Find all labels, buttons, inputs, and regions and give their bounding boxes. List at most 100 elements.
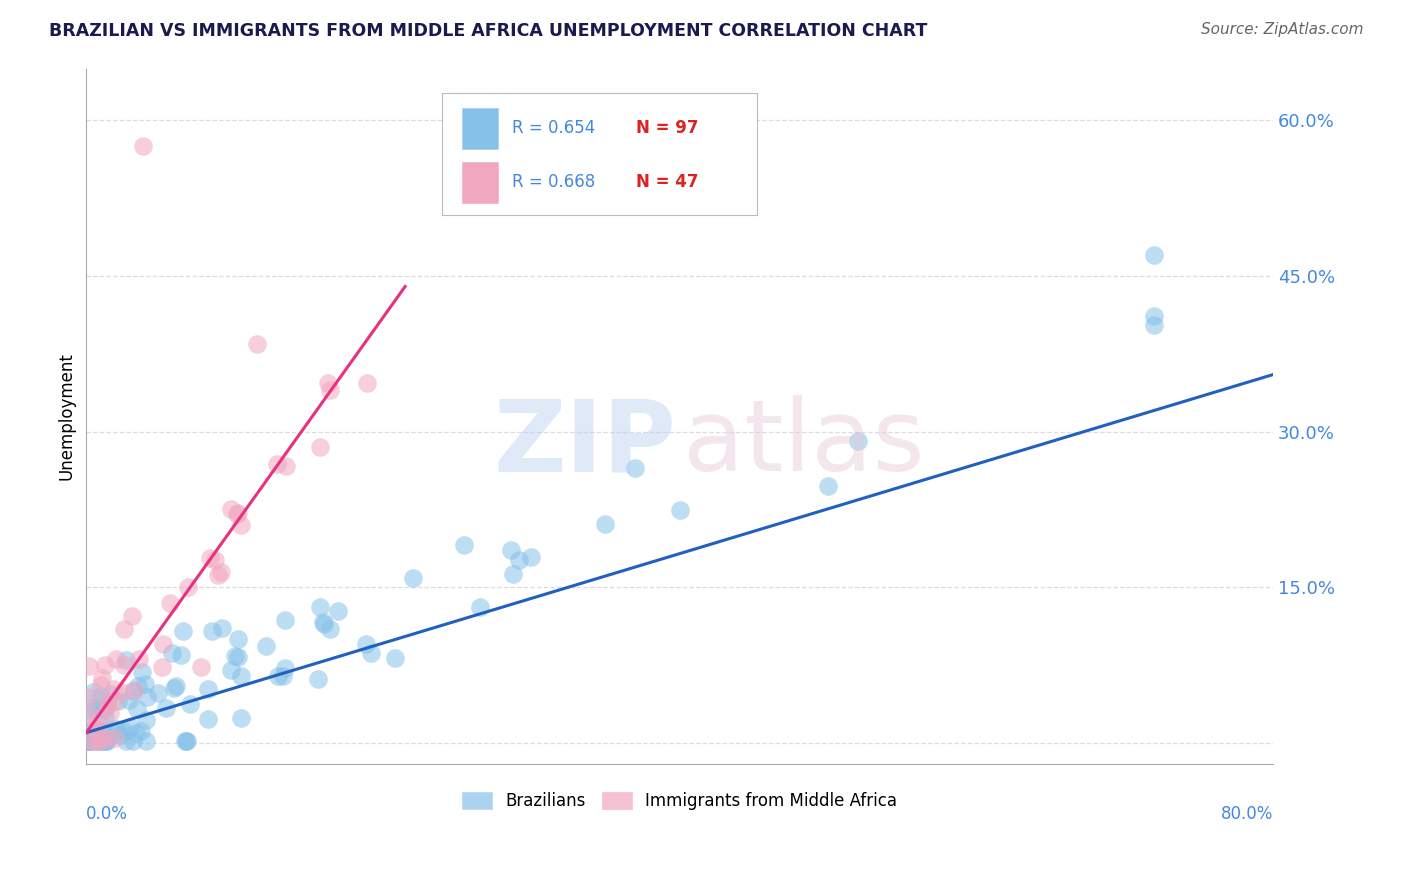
Point [595, 516, 617, 531]
Point [256, 640, 278, 654]
Point [84, 734, 107, 748]
Point [96, 698, 118, 713]
Point [89, 733, 111, 747]
Point [163, 681, 186, 695]
Point [226, 507, 249, 521]
Point [87, 700, 110, 714]
Point [246, 336, 269, 351]
Point [103, 681, 125, 696]
Point [80, 701, 103, 715]
Point [508, 552, 530, 566]
Point [201, 624, 224, 639]
Point [326, 604, 349, 618]
Point [319, 384, 342, 398]
Point [190, 659, 212, 673]
Point [219, 663, 242, 677]
Point [93, 734, 115, 748]
Point [226, 632, 249, 647]
Point [135, 734, 157, 748]
Point [131, 139, 153, 153]
Point [501, 542, 523, 557]
Text: BRAZILIAN VS IMMIGRANTS FROM MIDDLE AFRICA UNEMPLOYMENT CORRELATION CHART: BRAZILIAN VS IMMIGRANTS FROM MIDDLE AFRI… [49, 22, 928, 40]
Point [87, 712, 110, 726]
Point [209, 565, 232, 579]
Point [124, 682, 146, 697]
Point [80, 734, 103, 748]
Point [176, 734, 198, 748]
Point [96, 734, 118, 748]
Point [127, 702, 149, 716]
Point [112, 658, 135, 673]
Point [86, 728, 108, 742]
Point [276, 458, 298, 473]
Point [453, 538, 475, 552]
Point [93, 724, 115, 739]
Point [470, 600, 492, 615]
Point [231, 518, 253, 533]
Point [319, 622, 342, 636]
Point [169, 648, 191, 662]
Point [817, 479, 839, 493]
FancyBboxPatch shape [443, 93, 756, 215]
Point [131, 665, 153, 679]
Text: N = 97: N = 97 [636, 120, 699, 137]
Point [104, 731, 127, 746]
Point [179, 698, 201, 712]
Point [162, 646, 184, 660]
Point [273, 613, 295, 627]
Point [77, 734, 100, 748]
Point [266, 669, 288, 683]
Point [110, 728, 132, 742]
Point [134, 677, 156, 691]
Point [94, 709, 117, 723]
Point [624, 461, 647, 475]
Point [82, 685, 104, 699]
Point [103, 694, 125, 708]
Point [308, 599, 330, 614]
Point [1143, 318, 1166, 332]
Point [101, 726, 124, 740]
FancyBboxPatch shape [463, 108, 498, 149]
Point [93, 734, 115, 748]
Point [84, 723, 107, 737]
Point [128, 651, 150, 665]
Point [177, 580, 200, 594]
Point [402, 571, 425, 585]
Point [114, 622, 136, 636]
Point [152, 637, 174, 651]
Point [174, 734, 197, 748]
Point [226, 649, 249, 664]
Text: R = 0.668: R = 0.668 [512, 173, 596, 192]
Point [118, 721, 141, 735]
Point [121, 609, 143, 624]
Point [122, 684, 145, 698]
Point [77, 734, 100, 748]
Point [111, 684, 134, 698]
Point [224, 649, 246, 664]
Point [174, 734, 197, 748]
Point [146, 686, 169, 700]
Point [159, 596, 181, 610]
Point [84, 721, 107, 735]
Point [82, 734, 104, 748]
Point [197, 712, 219, 726]
Point [172, 624, 194, 638]
Point [77, 707, 100, 722]
Point [84, 734, 107, 748]
Point [122, 734, 145, 748]
Point [356, 376, 378, 390]
Text: N = 47: N = 47 [636, 173, 699, 192]
Point [198, 550, 221, 565]
Point [105, 722, 128, 736]
Point [155, 701, 177, 715]
Point [87, 734, 110, 748]
Text: Source: ZipAtlas.com: Source: ZipAtlas.com [1201, 22, 1364, 37]
Text: ZIP: ZIP [494, 395, 676, 492]
Point [94, 731, 117, 745]
Point [112, 724, 135, 739]
Point [360, 646, 382, 660]
Point [77, 690, 100, 705]
Point [93, 703, 115, 717]
Point [77, 734, 100, 748]
Point [266, 458, 288, 472]
